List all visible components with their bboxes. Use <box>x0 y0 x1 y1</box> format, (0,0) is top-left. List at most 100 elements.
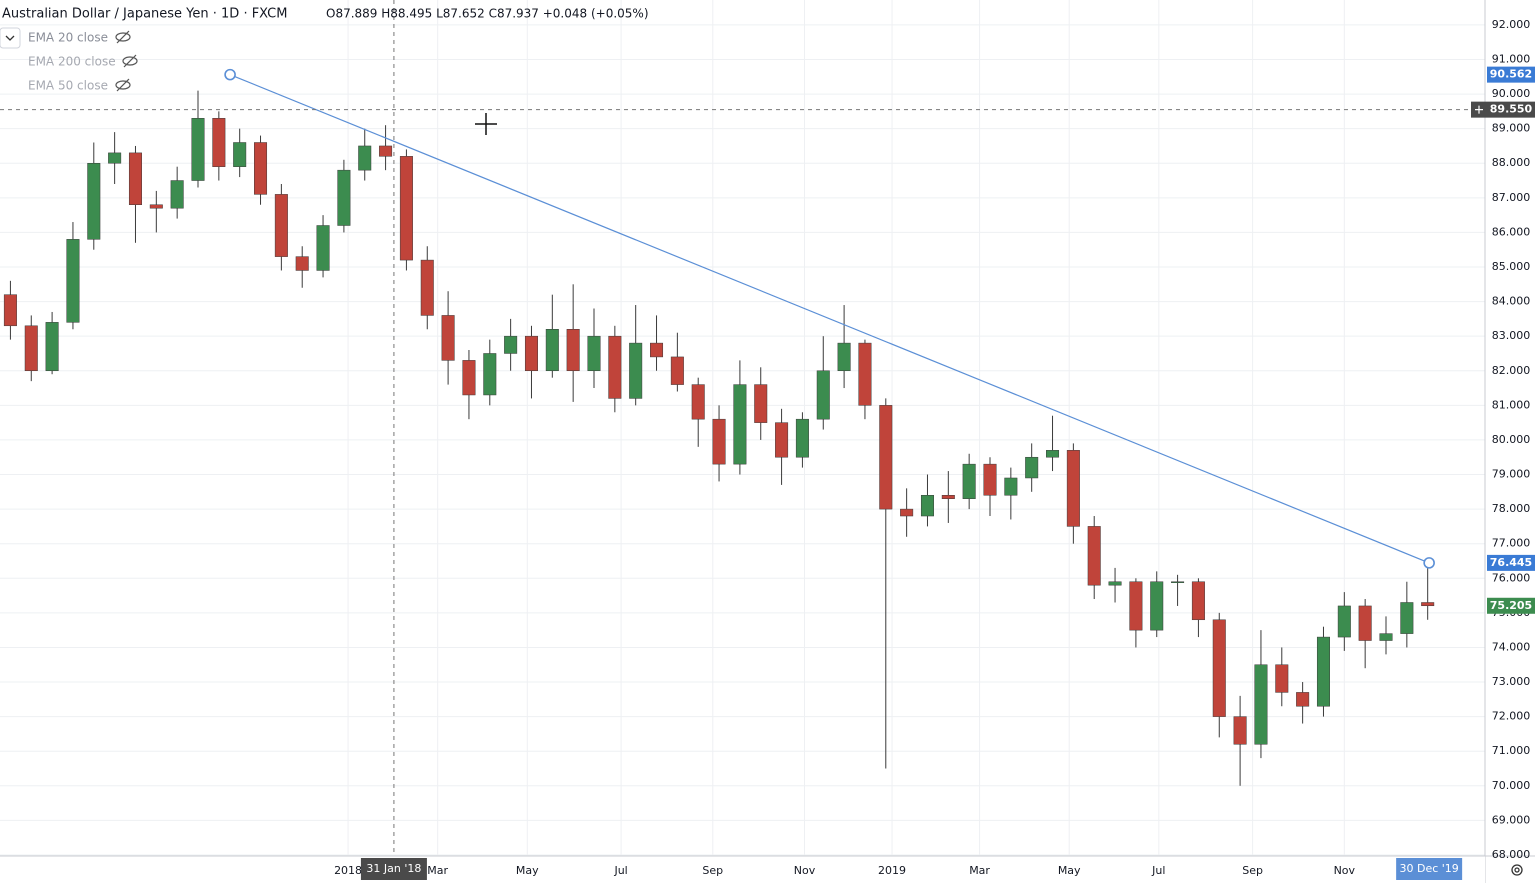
candle-body <box>983 463 997 496</box>
candle-body <box>795 418 809 458</box>
x-tick-label: Jul <box>613 864 627 877</box>
candle-body <box>712 418 726 465</box>
candle-body <box>1296 692 1310 707</box>
candle-body <box>462 360 476 396</box>
crosshair-y-label-bg <box>1487 101 1535 118</box>
eye-icon[interactable] <box>115 32 131 42</box>
y-tick-label: 86.000 <box>1492 225 1531 238</box>
candle-body <box>858 342 872 406</box>
eye-icon[interactable] <box>122 56 138 66</box>
eye-icon[interactable] <box>115 80 131 90</box>
candle-body <box>775 422 789 458</box>
y-tick-label: 73.000 <box>1492 675 1531 688</box>
indicator-label[interactable]: EMA 20 close <box>28 31 108 45</box>
y-tick-label: 91.000 <box>1492 52 1531 65</box>
y-tick-label: 69.000 <box>1492 813 1531 826</box>
collapse-button[interactable] <box>0 27 21 49</box>
candle-body <box>1191 581 1205 621</box>
y-tick-label: 79.000 <box>1492 468 1531 481</box>
candle-body <box>1400 602 1414 634</box>
candle-body <box>254 142 268 195</box>
candle-body <box>24 325 38 372</box>
candle-body <box>358 145 372 171</box>
y-tick-label: 84.000 <box>1492 295 1531 308</box>
candle-body <box>3 294 17 327</box>
candle-body <box>66 239 80 323</box>
candle-body <box>1004 477 1018 496</box>
y-tick-label: 87.000 <box>1492 191 1531 204</box>
candle-body <box>1046 450 1060 458</box>
candle-body <box>337 169 351 226</box>
candle-body <box>504 335 518 354</box>
candle-body <box>1233 716 1247 745</box>
candle-body <box>941 495 955 499</box>
candle-body <box>1316 636 1330 707</box>
trendline <box>229 74 1430 564</box>
y-tick-label: 92.000 <box>1492 18 1531 31</box>
candle-body <box>754 384 768 423</box>
candle-body <box>608 335 622 399</box>
candle-body <box>1275 664 1289 693</box>
crosshair-x-label-bg <box>360 858 427 880</box>
last-date-bg <box>1396 858 1463 880</box>
x-tick-label: May <box>516 864 539 877</box>
y-tick-label: 78.000 <box>1492 502 1531 515</box>
candle-body <box>399 156 413 261</box>
candle-body <box>87 162 101 240</box>
candle-body <box>316 225 330 271</box>
trendline-handle <box>224 68 236 81</box>
candle-body <box>1108 581 1122 586</box>
y-tick-label: 76.000 <box>1492 571 1531 584</box>
y-tick-label: 85.000 <box>1492 260 1531 273</box>
candle-body <box>650 342 664 358</box>
candle-body <box>1087 526 1101 586</box>
price-label-bg <box>1487 66 1535 83</box>
last-date-label: 30 Dec '19 <box>1399 862 1458 875</box>
candle-body <box>1025 456 1039 479</box>
crosshair-x-label: 31 Jan '18 <box>366 862 421 875</box>
cursor <box>475 113 497 135</box>
settings-icon[interactable] <box>1511 864 1523 876</box>
indicator-label[interactable]: EMA 50 close <box>28 79 108 93</box>
candle-body <box>629 342 643 399</box>
candle-body <box>1212 619 1226 717</box>
candle-body <box>566 329 580 372</box>
candle-body <box>879 405 893 510</box>
candle-body <box>441 315 455 361</box>
candle-body <box>128 152 142 205</box>
candle-body <box>816 370 830 420</box>
y-tick-label: 77.000 <box>1492 537 1531 550</box>
candle-body <box>274 194 288 257</box>
price-label: 90.562 <box>1490 68 1532 81</box>
y-tick-label: 89.000 <box>1492 122 1531 135</box>
chevron-icon <box>5 35 15 41</box>
x-tick-label: Mar <box>969 864 990 877</box>
candle-body <box>108 152 122 164</box>
candle-body <box>962 463 976 499</box>
candle-body <box>1129 581 1143 631</box>
x-tick-label: Mar <box>427 864 448 877</box>
hide-icons <box>115 30 138 92</box>
candle-body <box>524 335 538 372</box>
candle-body <box>170 180 184 209</box>
x-tick-label: Sep <box>702 864 723 877</box>
y-tick-label: 71.000 <box>1492 744 1531 757</box>
candle-body <box>483 353 497 396</box>
candles <box>3 90 1435 786</box>
indicator-label[interactable]: EMA 200 close <box>28 55 116 69</box>
y-tick-label: 88.000 <box>1492 156 1531 169</box>
y-tick-label: 83.000 <box>1492 329 1531 342</box>
candle-body <box>691 384 705 420</box>
candle-body <box>1421 602 1435 607</box>
price-label-bg <box>1487 554 1535 571</box>
candle-body <box>212 118 226 167</box>
x-tick-label: Nov <box>794 864 816 877</box>
candle-body <box>1066 450 1080 527</box>
candle-body <box>733 384 747 465</box>
candle-body <box>900 508 914 517</box>
candle-body <box>379 145 393 157</box>
y-tick-label: 70.000 <box>1492 779 1531 792</box>
candle-body <box>233 142 247 167</box>
candle-body <box>920 495 934 517</box>
